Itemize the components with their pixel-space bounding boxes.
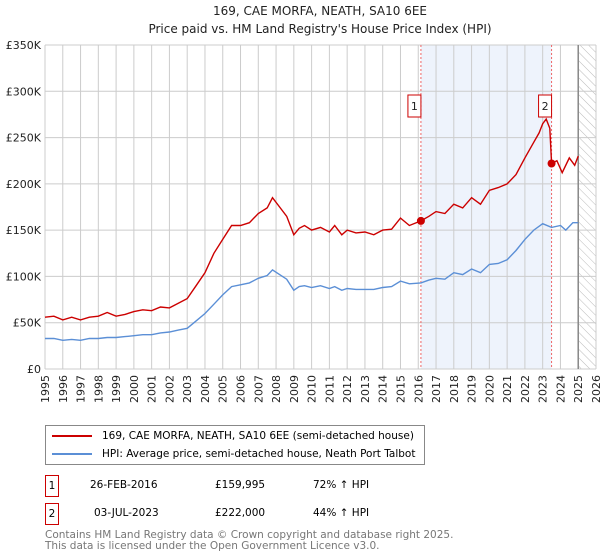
legend-item-hpi: HPI: Average price, semi-detached house,…: [52, 446, 415, 462]
sale-point: [416, 216, 425, 225]
x-tick-label: 2011: [323, 375, 336, 403]
x-tick-label: 2002: [163, 375, 176, 403]
x-tick-label: 2001: [146, 375, 159, 403]
x-tick-label: 2006: [235, 375, 248, 403]
x-tick-label: 2010: [306, 375, 319, 403]
sale-hpi: 44% ↑ HPI: [313, 507, 370, 519]
shaded-period: [420, 45, 552, 369]
x-tick-label: 2004: [199, 375, 212, 403]
chart-subtitle: Price paid vs. HM Land Registry's House …: [148, 22, 491, 36]
x-tick-label: 2008: [270, 375, 283, 403]
sale-badge: 2: [45, 503, 59, 525]
x-tick-label: 2013: [359, 375, 372, 403]
sale-date: 03-JUL-2023: [94, 507, 159, 519]
price-series-line: [44, 117, 579, 321]
x-tick-label: 1997: [75, 375, 88, 403]
sale-price: £222,000: [215, 507, 266, 519]
footer-line-1: Contains HM Land Registry data © Crown c…: [45, 529, 454, 541]
legend-item-price: 169, CAE MORFA, NEATH, SA10 6EE (semi-de…: [52, 428, 414, 444]
x-tick-label: 2016: [412, 375, 425, 403]
x-tick-label: 2022: [519, 375, 532, 403]
y-tick-label: £350K: [6, 39, 42, 52]
x-tick-label: 2000: [128, 375, 141, 403]
x-tick-label: 1999: [110, 375, 123, 403]
legend: 169, CAE MORFA, NEATH, SA10 6EE (semi-de…: [45, 425, 425, 465]
hpi-series-line: [45, 222, 579, 342]
legend-red-line: [52, 435, 92, 437]
sale-badge-label: 1: [411, 100, 418, 113]
x-tick-label: 2021: [501, 375, 514, 403]
chart-title: 169, CAE MORFA, NEATH, SA10 6EE: [213, 4, 427, 18]
x-tick-label: 1996: [57, 375, 70, 403]
x-tick-label: 2012: [341, 375, 354, 403]
sale-badge-label: 2: [542, 100, 549, 113]
sale-badge-box: [407, 94, 422, 118]
y-tick-label: £50K: [13, 317, 42, 330]
legend-blue-line: [52, 453, 92, 455]
x-tick-label: 2005: [217, 375, 230, 403]
x-tick-label: 2009: [288, 375, 301, 403]
sale-badge: 1: [45, 475, 59, 497]
y-tick-label: £200K: [6, 178, 42, 191]
y-tick-label: £0: [27, 363, 41, 376]
y-tick-label: £100K: [6, 270, 42, 283]
sale-price: £159,995: [215, 479, 266, 491]
price-chart: 169, CAE MORFA, NEATH, SA10 6EE Price pa…: [6, 4, 600, 403]
x-tick-label: 2015: [394, 375, 407, 403]
x-tick-label: 2003: [181, 375, 194, 403]
sale-row-1: 1 26-FEB-2016 £159,995 72% ↑ HPI: [45, 475, 445, 497]
x-tick-label: 2025: [572, 375, 585, 403]
x-tick-label: 2007: [252, 375, 265, 403]
x-tick-label: 2024: [554, 375, 567, 403]
x-tick-label: 2026: [590, 375, 600, 403]
forecast-hatch: [578, 45, 596, 369]
x-tick-label: 2023: [537, 375, 550, 403]
legend-label: 169, CAE MORFA, NEATH, SA10 6EE (semi-de…: [102, 430, 414, 442]
x-tick-label: 1995: [39, 375, 52, 403]
sale-badge-box: [538, 94, 553, 118]
sale-date: 26-FEB-2016: [90, 479, 158, 491]
y-tick-label: £250K: [6, 132, 42, 145]
x-tick-label: 1998: [92, 375, 105, 403]
x-tick-label: 2014: [377, 375, 390, 403]
x-tick-label: 2019: [466, 375, 479, 403]
legend-label: HPI: Average price, semi-detached house,…: [102, 448, 416, 460]
sale-hpi: 72% ↑ HPI: [313, 479, 370, 491]
x-tick-label: 2017: [430, 375, 443, 403]
sale-point: [547, 159, 556, 168]
sale-row-2: 2 03-JUL-2023 £222,000 44% ↑ HPI: [45, 503, 445, 525]
x-tick-label: 2020: [483, 375, 496, 403]
footer-line-2: This data is licensed under the Open Gov…: [45, 540, 380, 552]
x-tick-label: 2018: [448, 375, 461, 403]
y-tick-label: £300K: [6, 85, 42, 98]
footer: Contains HM Land Registry data © Crown c…: [45, 530, 453, 552]
y-tick-label: £150K: [6, 224, 42, 237]
